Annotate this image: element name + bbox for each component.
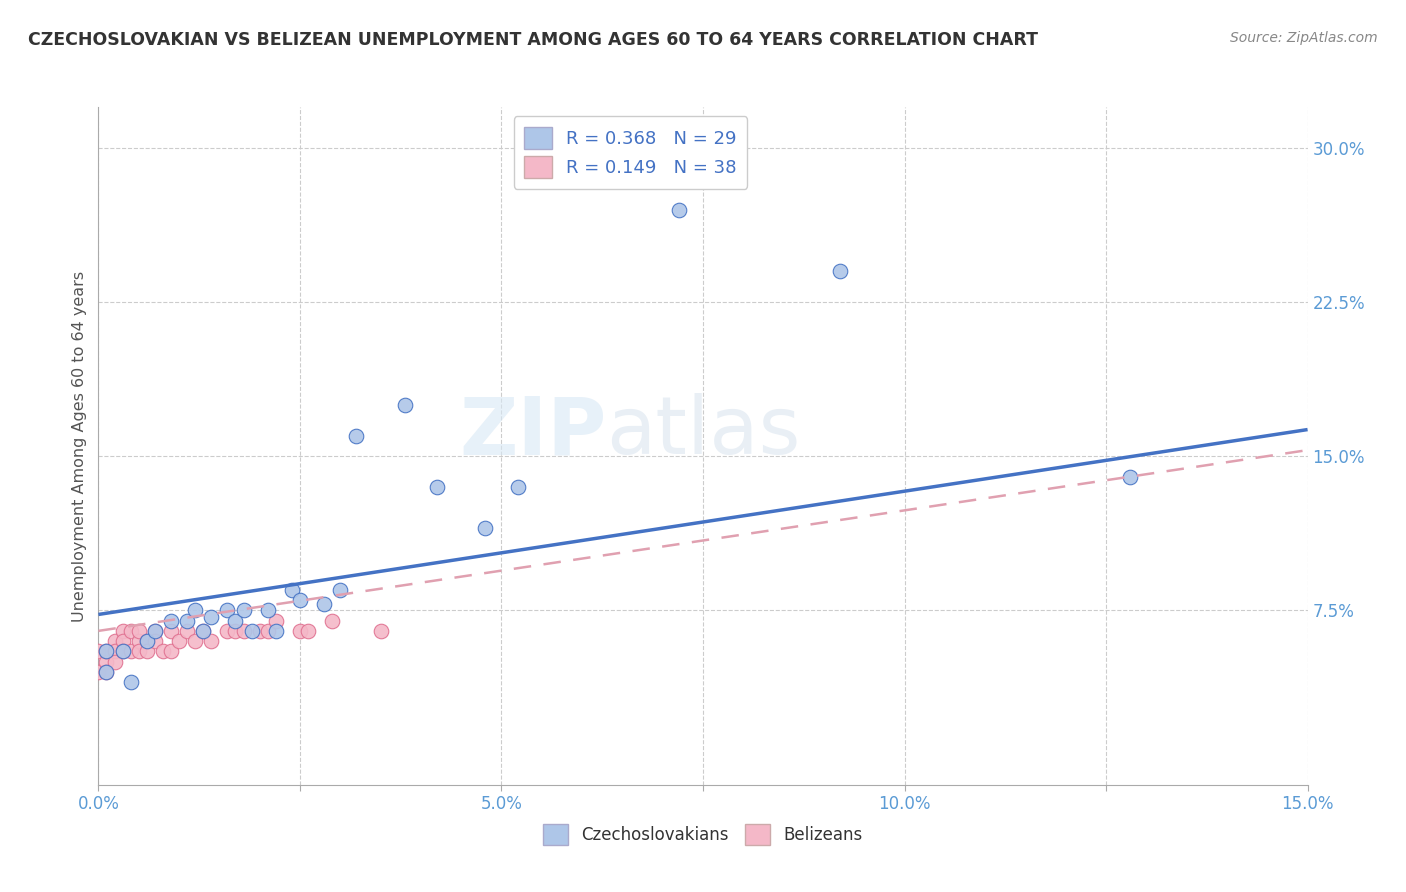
Point [249, 624, 271, 638]
Point [152, 644, 174, 658]
Text: ZIP: ZIP [458, 393, 606, 472]
Point [281, 582, 304, 597]
Text: CZECHOSLOVAKIAN VS BELIZEAN UNEMPLOYMENT AMONG AGES 60 TO 64 YEARS CORRELATION C: CZECHOSLOVAKIAN VS BELIZEAN UNEMPLOYMENT… [28, 31, 1038, 49]
Point [96, 655, 118, 669]
Y-axis label: Unemployment Among Ages 60 to 64 years: Unemployment Among Ages 60 to 64 years [72, 270, 87, 622]
Point [314, 597, 336, 611]
Point [111, 634, 134, 648]
Point [828, 264, 851, 278]
Point [224, 614, 246, 628]
Point [394, 398, 416, 412]
Point [160, 614, 183, 628]
Point [87, 665, 110, 679]
Point [135, 634, 157, 648]
Point [232, 624, 254, 638]
Point [176, 624, 198, 638]
Point [143, 624, 166, 638]
Point [120, 644, 142, 658]
Point [167, 634, 190, 648]
Point [176, 614, 198, 628]
Point [135, 644, 157, 658]
Legend: Czechoslovakians, Belizeans: Czechoslovakians, Belizeans [536, 818, 870, 851]
Point [111, 624, 134, 638]
Point [200, 634, 222, 648]
Point [184, 634, 207, 648]
Point [111, 644, 134, 658]
Point [193, 624, 215, 638]
Point [217, 624, 239, 638]
Point [120, 624, 142, 638]
Point [288, 593, 311, 607]
Point [256, 603, 278, 617]
Point [256, 624, 278, 638]
Point [143, 634, 166, 648]
Point [264, 614, 287, 628]
Point [232, 603, 254, 617]
Point [344, 428, 367, 442]
Point [200, 609, 222, 624]
Point [193, 624, 215, 638]
Point [103, 634, 125, 648]
Text: atlas: atlas [606, 393, 800, 472]
Point [111, 644, 134, 658]
Point [128, 624, 150, 638]
Point [426, 480, 449, 494]
Point [370, 624, 392, 638]
Point [96, 665, 118, 679]
Point [143, 624, 166, 638]
Point [135, 634, 157, 648]
Text: Source: ZipAtlas.com: Source: ZipAtlas.com [1230, 31, 1378, 45]
Point [264, 624, 287, 638]
Point [128, 644, 150, 658]
Point [1119, 470, 1142, 484]
Point [506, 480, 529, 494]
Point [217, 603, 239, 617]
Point [103, 644, 125, 658]
Point [288, 624, 311, 638]
Point [87, 644, 110, 658]
Point [668, 202, 690, 217]
Point [297, 624, 319, 638]
Point [474, 521, 496, 535]
Point [321, 614, 343, 628]
Point [96, 665, 118, 679]
Point [96, 644, 118, 658]
Point [120, 675, 142, 690]
Point [103, 655, 125, 669]
Point [329, 582, 352, 597]
Point [184, 603, 207, 617]
Point [160, 624, 183, 638]
Point [240, 624, 263, 638]
Point [96, 644, 118, 658]
Point [128, 634, 150, 648]
Point [160, 644, 183, 658]
Point [224, 624, 246, 638]
